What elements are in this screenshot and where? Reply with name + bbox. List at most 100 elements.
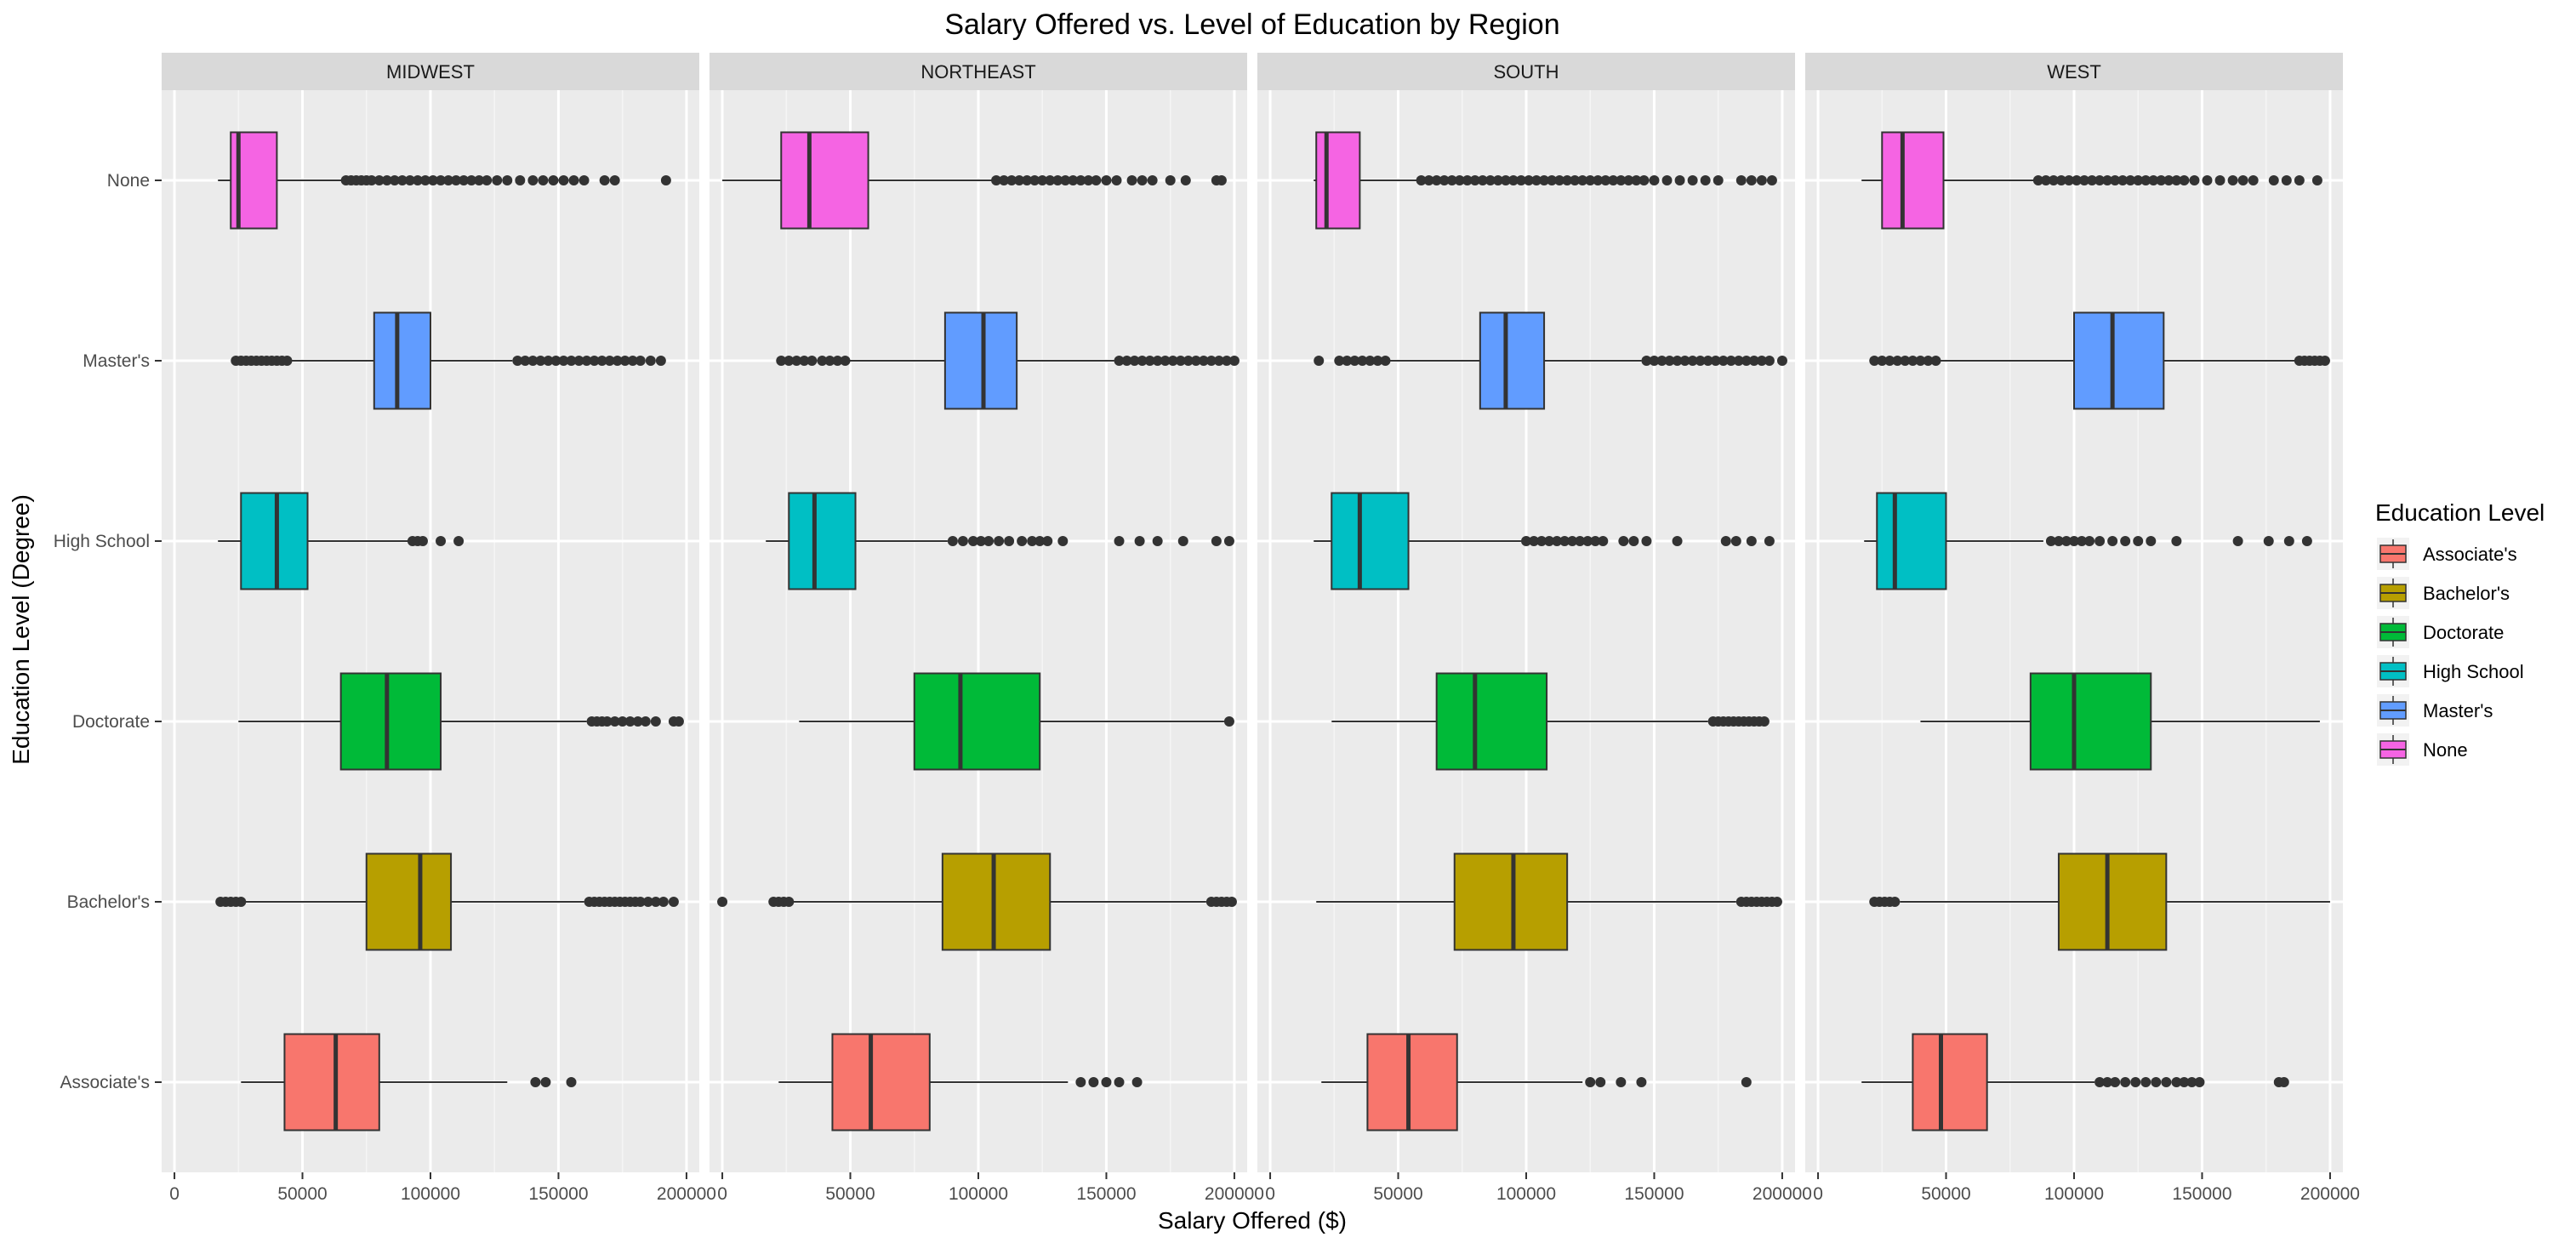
outlier-point [1725,356,1736,366]
box-bachelor-s [215,852,679,951]
outlier-point [1365,356,1376,366]
outlier-point [2055,175,2066,185]
outlier-point [1439,175,1450,185]
outlier-point [412,175,423,185]
outlier-point [1469,175,1480,185]
outlier-point [1884,356,1895,366]
outlier-point [1595,1077,1606,1087]
x-tick-label: 200000 [1752,1184,1812,1204]
outlier-point [1756,175,1767,185]
outlier-point [1223,716,1234,727]
outlier-point [2227,175,2238,185]
outlier-point [1314,356,1325,366]
outlier-point [2087,175,2098,185]
outlier-point [976,536,987,546]
outlier-point [1006,175,1017,185]
outlier-point [1524,175,1535,185]
outlier-point [991,175,1002,185]
outlier-point [1649,356,1660,366]
box-high-school [1864,492,2312,590]
outlier-point [2268,175,2279,185]
outlier-point [466,175,477,185]
outlier-point [236,897,247,907]
outlier-point [1720,536,1731,546]
outlier-point [2107,536,2118,546]
outlier-point [1454,175,1465,185]
outlier-point [530,1077,541,1087]
outlier-point [2237,175,2248,185]
outlier-point [1042,536,1053,546]
box-associate-s [778,1033,1143,1132]
outlier-point [1165,175,1176,185]
box-iqr [941,852,1051,951]
outlier-point [1183,356,1194,366]
outlier-point [840,356,851,366]
outlier-point [1733,356,1744,366]
outlier-point [824,356,835,366]
box-none [1314,131,1777,230]
legend-item-associate-s: Associate's [2377,538,2517,570]
outlier-point [578,175,590,185]
outlier-point [1776,356,1787,366]
outlier-point [994,536,1005,546]
outlier-point [1034,536,1046,546]
outlier-point [2094,536,2106,546]
outlier-point [2278,1077,2289,1087]
outlier-point [527,175,539,185]
outlier-point [1544,536,1555,546]
outlier-point [799,356,810,366]
outlier-point [1088,1077,1099,1087]
legend-item-bachelor-s: Bachelor's [2377,577,2510,609]
outlier-point [1121,356,1132,366]
outlier-point [1710,356,1721,366]
box-doctorate [1920,672,2320,771]
outlier-point [558,356,569,366]
box-iqr [373,311,431,410]
outlier-point [1735,175,1747,185]
outlier-point [515,175,526,185]
box-master-s [776,311,1240,410]
outlier-point [635,897,646,907]
outlier-point [1892,356,1903,366]
box-master-s [231,311,666,410]
box-doctorate [238,672,684,771]
outlier-point [1101,175,1112,185]
outlier-point [1334,356,1345,366]
outlier-point [642,897,653,907]
panel-midwest: MIDWEST 0 50000 100000 150000 200000 [162,53,716,1204]
outlier-point [1923,356,1934,366]
legend-label: Associate's [2423,544,2517,565]
outlier-point [645,356,656,366]
outlier-point [2186,1077,2197,1087]
outlier-point [2117,175,2129,185]
panel-west: WEST 0 50000 100000 150000 200000 [1805,53,2360,1204]
outlier-point [419,175,430,185]
outlier-point [2189,175,2200,185]
outlier-point [1575,536,1586,546]
outlier-point [1226,897,1237,907]
outlier-point [1045,175,1056,185]
legend: Education Level Associate's Bachelor's Doc… [2375,499,2545,766]
outlier-point [1585,1077,1596,1087]
panel-northeast: NORTHEAST 0 50000 100000 150000 200000 [710,53,1264,1204]
outlier-point [2194,1077,2205,1087]
outlier-point [389,175,400,185]
outlier-point [668,897,679,907]
outlier-point [1547,175,1558,185]
x-axis-title: Salary Offered ($) [1158,1207,1347,1234]
outlier-point [632,716,643,727]
outlier-point [282,356,293,366]
outlier-point [2232,536,2243,546]
outlier-point [957,536,968,546]
outlier-point [2120,1077,2131,1087]
outlier-point [832,356,843,366]
outlier-point [1075,175,1086,185]
box-bachelor-s [1316,852,1782,951]
outlier-point [1628,536,1639,546]
box-iqr [1435,672,1548,771]
legend-label: High School [2423,661,2524,682]
outlier-point [2040,175,2051,185]
outlier-point [2146,536,2157,546]
y-tick-label-high-school: High School [54,532,150,551]
